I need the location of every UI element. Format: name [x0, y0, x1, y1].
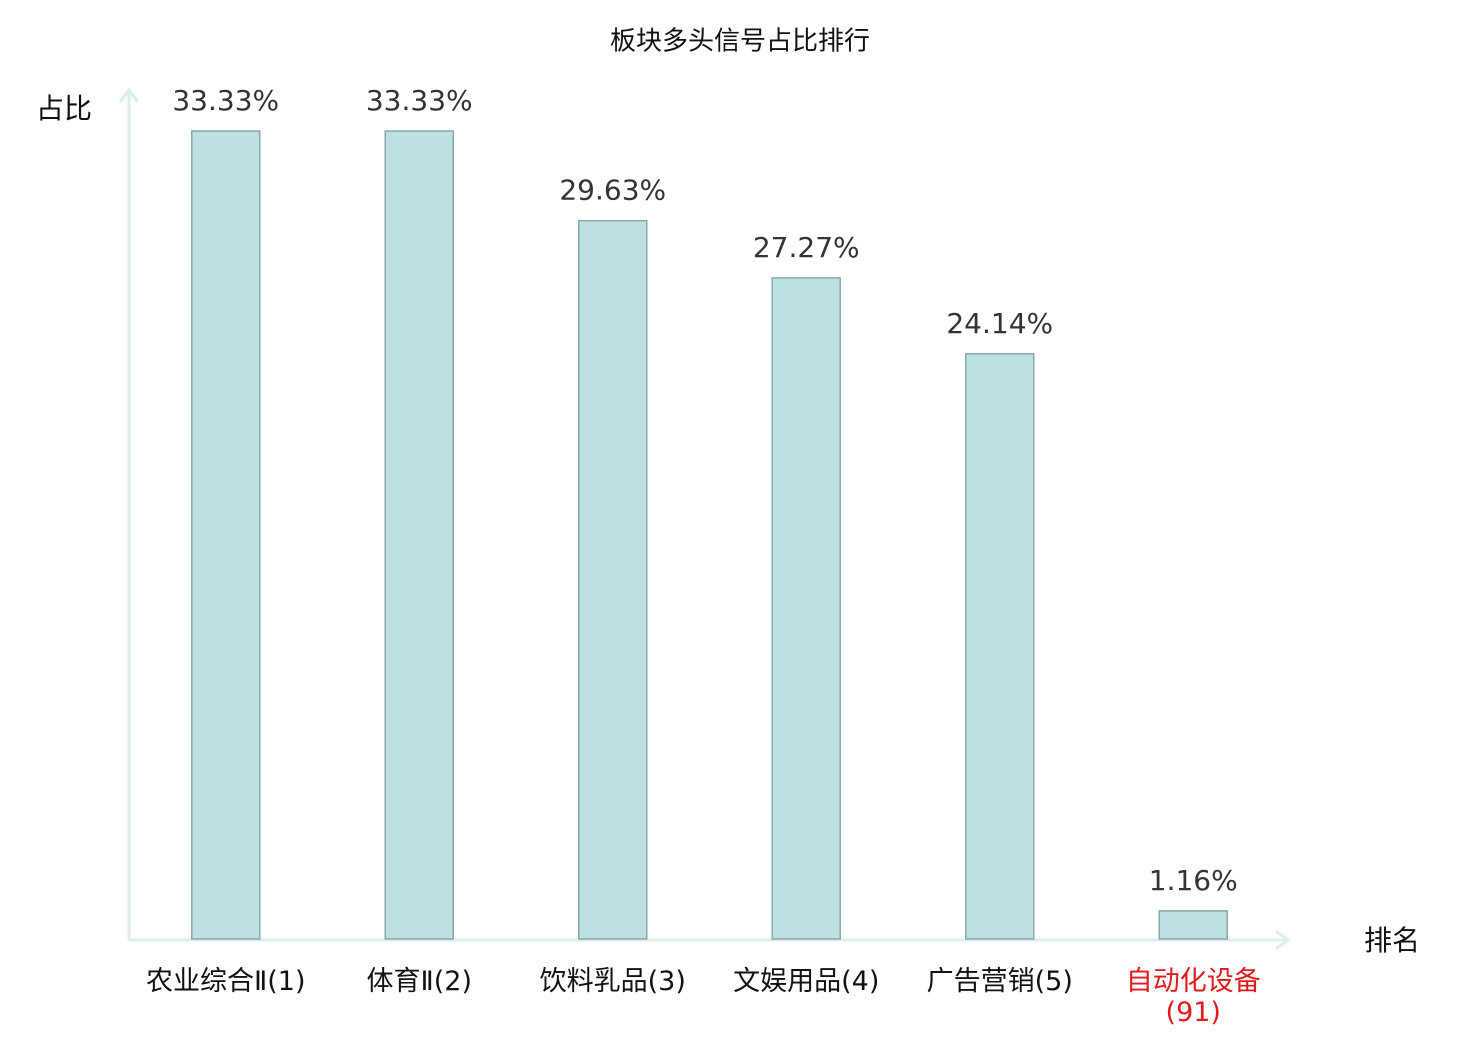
value-label: 29.63% [559, 174, 666, 207]
bar [384, 130, 454, 940]
value-label: 33.33% [366, 84, 473, 117]
value-label: 1.16% [1149, 864, 1238, 897]
x-tick-label: 饮料乳品(3) [539, 966, 686, 997]
bar [965, 353, 1035, 940]
bar [578, 219, 648, 940]
x-tick-label: 文娱用品(4) [733, 966, 880, 997]
x-tick-label: 广告营销(5) [926, 966, 1073, 997]
bar [1158, 910, 1228, 940]
y-axis-label: 占比 [36, 92, 92, 125]
bar [191, 130, 261, 940]
chart-title: 板块多头信号占比排行 [610, 27, 870, 57]
axes [118, 87, 1291, 951]
value-label: 27.27% [753, 231, 860, 264]
x-axis-label: 排名 [1364, 924, 1420, 957]
value-label: 24.14% [946, 307, 1053, 340]
x-tick-label: 自动化设备(91) [1125, 966, 1261, 1028]
x-tick-label: 体育Ⅱ(2) [366, 966, 473, 997]
value-label: 33.33% [172, 84, 279, 117]
x-tick-label: 农业综合Ⅱ(1) [145, 966, 306, 997]
bar [771, 277, 841, 940]
